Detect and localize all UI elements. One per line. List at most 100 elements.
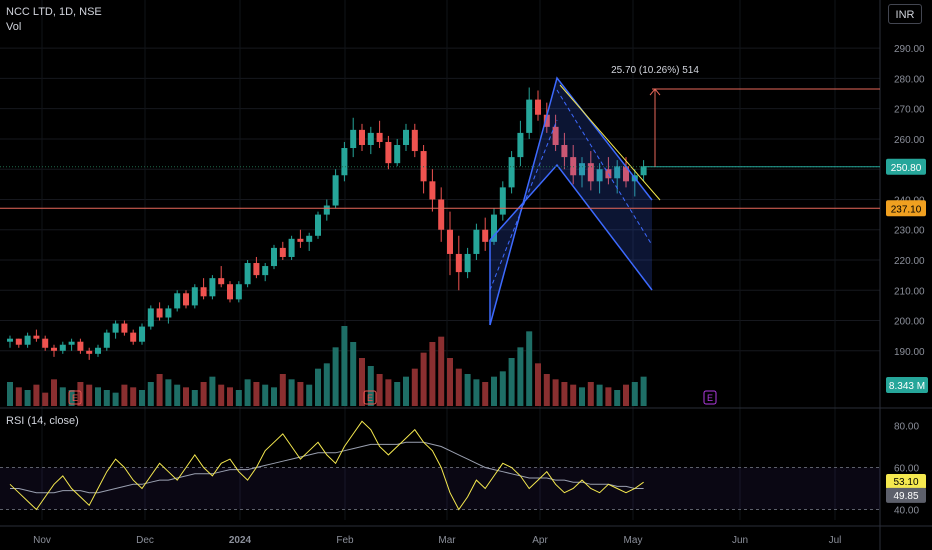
candle-body — [200, 287, 207, 297]
symbol-title[interactable]: NCC LTD, 1D, NSE — [6, 6, 102, 18]
candle-body — [403, 129, 409, 145]
volume-bar — [455, 368, 462, 406]
volume-bar — [605, 387, 612, 406]
volume-bar — [579, 387, 585, 406]
rsi-tick-label: 40.00 — [894, 506, 919, 517]
support-price-label: 237.10 — [891, 204, 922, 215]
candle-body — [332, 175, 339, 206]
volume-bar — [209, 376, 216, 406]
price-tick-label: 200.00 — [894, 317, 925, 328]
volume-bar — [288, 379, 295, 406]
volume-bar — [508, 358, 515, 406]
rsi-tick-label: 60.00 — [894, 464, 919, 475]
volume-bar — [297, 382, 304, 406]
price-levels[interactable]: 25.70 (10.26%) 514 — [0, 65, 880, 209]
volume-bar — [200, 382, 207, 406]
volume-bar — [262, 384, 269, 406]
candle-body — [640, 166, 647, 176]
candle-body — [271, 247, 277, 267]
volume-bar — [614, 390, 621, 406]
volume-bar — [315, 368, 321, 406]
candle-body — [561, 145, 568, 158]
volume-bar — [526, 331, 533, 406]
rsi-ma-line — [10, 441, 644, 494]
volume-bar — [244, 379, 251, 406]
candle-body — [623, 166, 629, 182]
time-tick-label: Jul — [829, 535, 842, 546]
candle-body — [535, 99, 541, 115]
price-tick-label: 220.00 — [894, 256, 925, 267]
volume-bar — [561, 382, 568, 406]
candle-body — [323, 205, 330, 215]
candle-body — [394, 145, 401, 164]
volume-bar — [51, 379, 57, 406]
currency-button[interactable]: INR — [888, 4, 922, 24]
candle-body — [508, 157, 515, 188]
rsi-line — [9, 420, 644, 511]
volume-bar — [411, 368, 418, 406]
candle-body — [139, 326, 145, 342]
candles[interactable] — [7, 87, 647, 360]
volume-bar — [235, 390, 242, 406]
rsi-pane — [0, 420, 880, 511]
candle-body — [165, 308, 172, 318]
candle-body — [103, 332, 110, 348]
price-axis: 290.00280.00270.00260.00250.00240.00230.… — [886, 44, 928, 517]
candle-body — [367, 132, 374, 145]
candle-body — [464, 253, 471, 273]
volume-bar — [429, 342, 436, 406]
pattern-upper-edge — [489, 76, 653, 326]
last-price-tag — [886, 158, 926, 175]
volume-bar — [464, 374, 471, 406]
volume-bar — [350, 342, 357, 406]
volume-bar — [183, 387, 189, 406]
volume-bar — [24, 390, 31, 406]
volume-tag — [886, 377, 928, 393]
volume-bar — [341, 326, 348, 406]
support-price-tag — [886, 200, 926, 217]
candle-body — [59, 344, 66, 351]
candle-body — [499, 187, 506, 215]
candle-body — [156, 308, 163, 318]
rsi-indicator-label[interactable]: RSI (14, close) — [6, 415, 79, 427]
time-tick-label: 2024 — [229, 535, 252, 546]
volume-bar — [33, 384, 40, 406]
volume-bar — [367, 366, 374, 406]
candle-body — [68, 341, 75, 345]
rsi-band — [0, 467, 880, 510]
volume-bar — [86, 384, 93, 406]
volume-bar — [517, 347, 524, 406]
bat-pattern-drawing[interactable] — [489, 76, 661, 326]
rsi-value-tag — [886, 473, 926, 489]
candle-body — [315, 214, 321, 236]
candle-body — [235, 284, 242, 300]
candle-body — [33, 335, 40, 339]
price-tick-label: 190.00 — [894, 347, 925, 358]
volume-bar — [447, 358, 453, 406]
candle-body — [552, 126, 559, 145]
volume-bar — [323, 363, 330, 406]
earnings-marker-label: E — [367, 393, 373, 403]
volume-bar — [438, 336, 445, 406]
volume-indicator-label[interactable]: Vol — [6, 21, 22, 33]
candle-body — [147, 308, 154, 327]
volume-bar — [227, 387, 233, 406]
volume-bar — [306, 384, 313, 406]
candle-body — [15, 338, 22, 345]
earnings-marker — [363, 390, 377, 405]
rsi-ma-label: 49.85 — [893, 491, 918, 502]
candle-body — [447, 229, 453, 254]
volume-bar — [174, 384, 181, 406]
measure-label: 25.70 (10.26%) 514 — [611, 65, 699, 76]
candle-body — [491, 214, 497, 242]
volume-bar — [570, 384, 577, 406]
candle-body — [218, 278, 225, 285]
volume-bar — [68, 390, 75, 406]
candle-body — [482, 229, 489, 242]
candle-body — [42, 338, 49, 348]
candle-body — [517, 132, 524, 158]
candle-body — [86, 350, 93, 354]
candle-body — [350, 129, 357, 149]
candle-body — [570, 157, 577, 176]
volume-bar — [385, 379, 392, 406]
